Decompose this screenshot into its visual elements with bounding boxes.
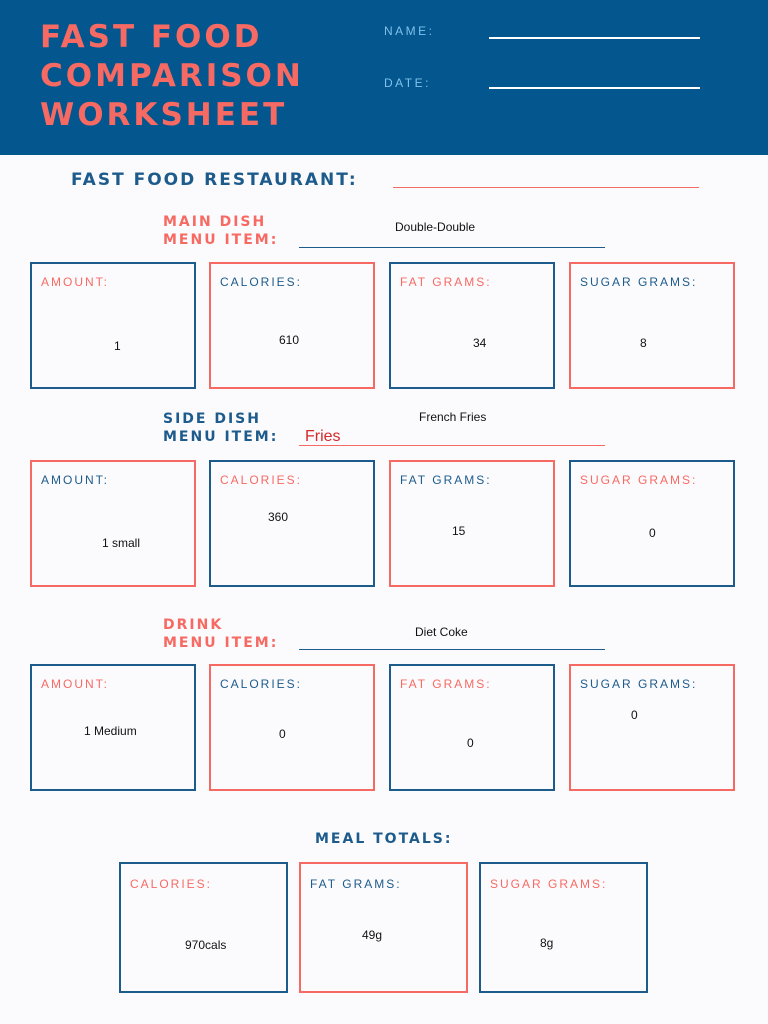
fat-grams-label: FAT GRAMS: (400, 473, 492, 487)
drink-sugar-value: 0 (631, 708, 638, 722)
main-amount-box[interactable]: AMOUNT: 1 (30, 262, 196, 389)
restaurant-field-line[interactable] (393, 187, 699, 188)
title-line-3: WORKSHEET (40, 97, 288, 133)
main-amount-value: 1 (114, 339, 121, 353)
side-fat-box[interactable]: FAT GRAMS: 15 (389, 460, 555, 587)
main-fat-box[interactable]: FAT GRAMS: 34 (389, 262, 555, 389)
main-fat-value: 34 (473, 336, 487, 350)
drink-calories-box[interactable]: CALORIES: 0 (209, 664, 375, 791)
worksheet-header: FAST FOOD COMPARISON WORKSHEET NAME: DAT… (0, 0, 768, 155)
side-calories-box[interactable]: CALORIES: 360 (209, 460, 375, 587)
drink-item-value: Diet Coke (415, 625, 468, 639)
fat-grams-label: FAT GRAMS: (400, 275, 492, 289)
sugar-grams-label: SUGAR GRAMS: (580, 473, 698, 487)
name-label: NAME: (384, 24, 435, 38)
totals-fat-value: 49g (362, 928, 383, 942)
drink-fat-value: 0 (467, 736, 474, 750)
main-calories-box[interactable]: CALORIES: 610 (209, 262, 375, 389)
title-line-2: COMPARISON (40, 58, 304, 94)
calories-label: CALORIES: (220, 473, 303, 487)
date-field-line[interactable] (489, 87, 700, 89)
title-line-1: FAST FOOD (40, 19, 263, 55)
drink-amount-box[interactable]: AMOUNT: 1 Medium (30, 664, 196, 791)
calories-label: CALORIES: (220, 677, 303, 691)
calories-label: CALORIES: (130, 877, 213, 891)
amount-label: AMOUNT: (41, 677, 109, 691)
side-dish-item-value: French Fries (419, 410, 487, 424)
main-dish-item-value: Double-Double (395, 220, 476, 234)
restaurant-label: FAST FOOD RESTAURANT: (71, 170, 358, 190)
main-calories-value: 610 (279, 333, 300, 347)
main-sugar-value: 8 (640, 336, 647, 350)
side-dish-label-line2: MENU ITEM: (163, 429, 279, 445)
amount-label: AMOUNT: (41, 473, 109, 487)
side-calories-value: 360 (268, 510, 289, 524)
drink-label: DRINK MENU ITEM: (163, 616, 278, 652)
drink-field-line[interactable] (299, 649, 605, 650)
side-dish-label: SIDE DISH MENU ITEM: (163, 410, 278, 446)
main-dish-label: MAIN DISH MENU ITEM: (163, 213, 278, 249)
worksheet-title: FAST FOOD COMPARISON WORKSHEET (40, 18, 304, 135)
drink-fat-box[interactable]: FAT GRAMS: 0 (389, 664, 555, 791)
side-amount-box[interactable]: AMOUNT: 1 small (30, 460, 196, 587)
totals-calories-box[interactable]: CALORIES: 970cals (119, 862, 288, 993)
totals-sugar-box[interactable]: SUGAR GRAMS: 8g (479, 862, 648, 993)
side-sugar-value: 0 (649, 526, 656, 540)
side-dish-field-line[interactable] (299, 445, 605, 446)
drink-amount-value: 1 Medium (84, 724, 137, 738)
totals-fat-box[interactable]: FAT GRAMS: 49g (299, 862, 468, 993)
fat-grams-label: FAT GRAMS: (310, 877, 402, 891)
main-sugar-box[interactable]: SUGAR GRAMS: 8 (569, 262, 735, 389)
amount-label: AMOUNT: (41, 275, 109, 289)
totals-sugar-value: 8g (540, 936, 554, 950)
side-amount-value: 1 small (102, 536, 141, 550)
fat-grams-label: FAT GRAMS: (400, 677, 492, 691)
drink-label-line1: DRINK (163, 617, 224, 633)
main-dish-field-line[interactable] (299, 247, 605, 248)
date-label: DATE: (384, 76, 431, 90)
sugar-grams-label: SUGAR GRAMS: (580, 275, 698, 289)
drink-sugar-box[interactable]: SUGAR GRAMS: 0 (569, 664, 735, 791)
sugar-grams-label: SUGAR GRAMS: (580, 677, 698, 691)
main-dish-label-line2: MENU ITEM: (163, 232, 279, 248)
side-sugar-box[interactable]: SUGAR GRAMS: 0 (569, 460, 735, 587)
drink-calories-value: 0 (279, 727, 286, 741)
meal-totals-title: MEAL TOTALS: (315, 831, 453, 847)
side-dish-handwritten-entry: Fries (305, 428, 341, 445)
calories-label: CALORIES: (220, 275, 303, 289)
drink-label-line2: MENU ITEM: (163, 635, 279, 651)
sugar-grams-label: SUGAR GRAMS: (490, 877, 608, 891)
totals-calories-value: 970cals (185, 938, 227, 952)
side-fat-value: 15 (452, 524, 466, 538)
name-field-line[interactable] (489, 37, 700, 39)
main-dish-label-line1: MAIN DISH (163, 214, 267, 230)
side-dish-label-line1: SIDE DISH (163, 411, 261, 427)
